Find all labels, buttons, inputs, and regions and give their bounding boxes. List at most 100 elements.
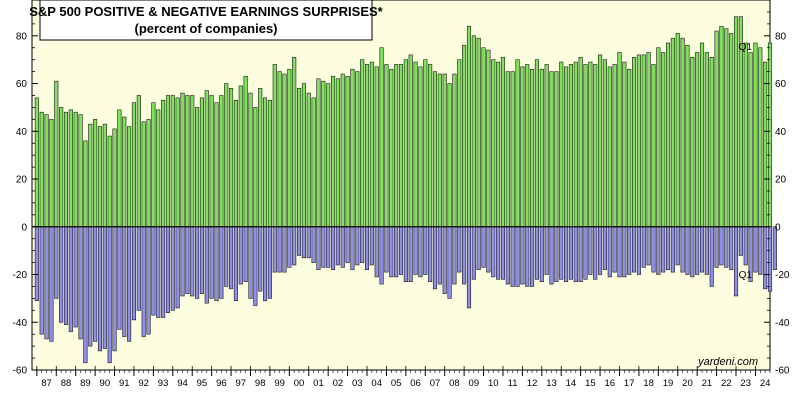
positive-bar: [335, 78, 340, 228]
positive-bar: [180, 92, 185, 228]
positive-bar: [350, 68, 355, 228]
negative-bar: [296, 226, 302, 256]
y-tick-label-right: -20: [775, 270, 790, 281]
x-year-label: 96: [216, 378, 227, 389]
positive-bar: [481, 47, 486, 228]
negative-bar: [641, 226, 646, 268]
positive-bar: [345, 76, 350, 228]
positive-bar: [316, 78, 321, 228]
negative-bar: [229, 226, 234, 290]
positive-bar: [748, 52, 753, 228]
positive-bar: [695, 52, 700, 228]
positive-bar: [598, 54, 603, 228]
positive-bar: [355, 71, 360, 228]
negative-bar: [292, 226, 297, 266]
y-tick-label-left: -20: [13, 270, 28, 281]
x-year-label: 19: [663, 378, 674, 389]
negative-bar: [248, 226, 253, 299]
negative-bar: [311, 226, 316, 263]
y-tick-label-left: 0: [21, 222, 27, 233]
x-year-label: 07: [430, 378, 441, 389]
negative-bar: [631, 226, 637, 273]
positive-bar: [39, 111, 44, 228]
positive-bar: [554, 71, 559, 228]
negative-bar: [34, 226, 39, 302]
positive-bar: [63, 111, 69, 228]
negative-bar: [233, 226, 238, 302]
negative-bar: [505, 226, 510, 285]
negative-bar: [685, 226, 690, 275]
positive-bar: [107, 135, 112, 228]
x-year-label: 06: [410, 378, 421, 389]
negative-bar: [68, 226, 73, 333]
x-year-label: 11: [508, 378, 518, 389]
negative-bar: [59, 226, 64, 323]
positive-bar: [170, 95, 175, 228]
negative-bar: [199, 226, 204, 294]
positive-bar: [199, 97, 204, 228]
negative-bar: [374, 226, 379, 278]
negative-bar: [384, 226, 389, 273]
positive-bar: [510, 71, 515, 228]
negative-bar: [457, 226, 462, 273]
negative-bar: [564, 226, 569, 282]
negative-bar: [680, 226, 685, 273]
negative-bar: [277, 226, 282, 273]
negative-bar: [102, 226, 107, 349]
positive-bar: [146, 119, 151, 228]
positive-bar: [248, 92, 253, 228]
positive-bar: [379, 47, 384, 228]
negative-bar: [636, 226, 641, 275]
positive-bar: [258, 88, 263, 228]
x-year-label: 12: [527, 378, 538, 389]
positive-bar: [190, 95, 195, 228]
negative-bar: [442, 226, 447, 294]
positive-bar: [54, 80, 59, 228]
negative-end-annotation: Q1: [739, 270, 753, 281]
negative-bar: [767, 226, 773, 292]
positive-bar: [287, 68, 292, 228]
negative-bar: [321, 226, 326, 268]
negative-bar: [49, 226, 54, 342]
positive-bar: [437, 73, 442, 228]
y-tick-label-left: 60: [16, 79, 28, 90]
negative-bar: [690, 226, 695, 278]
negative-bar: [554, 226, 559, 282]
x-year-label: 24: [760, 378, 771, 389]
negative-bar: [772, 226, 777, 271]
positive-bar: [59, 107, 64, 228]
positive-bar: [670, 37, 675, 228]
negative-bar: [452, 226, 457, 285]
negative-bar: [219, 226, 224, 299]
positive-bar: [326, 83, 331, 228]
negative-bar: [195, 226, 200, 299]
positive-bar: [753, 42, 758, 228]
positive-bar: [272, 64, 277, 228]
negative-bar: [539, 226, 544, 282]
bars-group: [34, 16, 777, 364]
x-year-label: 15: [585, 378, 596, 389]
positive-bar: [165, 95, 170, 228]
negative-bar: [738, 226, 743, 256]
negative-bar: [345, 226, 350, 263]
x-year-label: 98: [255, 378, 266, 389]
negative-bar: [403, 226, 408, 282]
negative-bar: [602, 226, 607, 271]
negative-bar: [466, 226, 472, 309]
positive-bar: [49, 119, 54, 228]
negative-bar: [418, 226, 423, 278]
negative-bar: [360, 226, 365, 263]
positive-end-annotation: Q1: [739, 42, 753, 53]
positive-bar: [306, 92, 311, 228]
positive-bar: [500, 56, 506, 228]
positive-bar: [398, 64, 404, 228]
negative-bar: [54, 226, 59, 299]
negative-bar: [481, 226, 486, 268]
positive-bar: [102, 123, 107, 228]
x-year-label: 21: [702, 378, 713, 389]
title-box: S&P 500 POSITIVE & NEGATIVE EARNINGS SUR…: [29, 0, 384, 41]
negative-bar: [695, 226, 700, 275]
negative-bar: [224, 226, 229, 287]
negative-bar: [612, 226, 617, 273]
